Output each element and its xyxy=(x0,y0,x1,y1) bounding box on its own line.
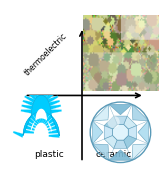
Circle shape xyxy=(107,116,120,128)
Text: ceramic: ceramic xyxy=(95,150,132,160)
Polygon shape xyxy=(138,121,148,144)
Polygon shape xyxy=(41,112,47,123)
Polygon shape xyxy=(36,112,41,123)
Polygon shape xyxy=(137,139,148,144)
Polygon shape xyxy=(42,113,50,123)
Polygon shape xyxy=(30,88,39,98)
Polygon shape xyxy=(25,121,36,128)
Polygon shape xyxy=(27,91,37,100)
Polygon shape xyxy=(23,100,33,106)
Polygon shape xyxy=(127,104,132,116)
Polygon shape xyxy=(44,115,53,125)
Polygon shape xyxy=(113,125,128,140)
Polygon shape xyxy=(45,117,55,126)
Polygon shape xyxy=(23,95,59,136)
Polygon shape xyxy=(31,109,52,132)
Text: σ: σ xyxy=(84,26,92,36)
Text: plastic: plastic xyxy=(34,150,64,160)
Polygon shape xyxy=(24,125,35,131)
Polygon shape xyxy=(109,149,114,160)
Polygon shape xyxy=(27,117,37,126)
Polygon shape xyxy=(24,96,35,103)
Polygon shape xyxy=(41,85,48,96)
Polygon shape xyxy=(132,144,148,160)
Polygon shape xyxy=(132,104,148,121)
Polygon shape xyxy=(49,129,59,134)
Polygon shape xyxy=(93,144,109,160)
Polygon shape xyxy=(30,115,39,124)
Polygon shape xyxy=(127,149,132,160)
Polygon shape xyxy=(13,131,24,138)
Polygon shape xyxy=(93,121,104,125)
Polygon shape xyxy=(109,104,132,115)
Polygon shape xyxy=(35,85,41,96)
Polygon shape xyxy=(21,105,32,110)
Polygon shape xyxy=(104,125,113,139)
Polygon shape xyxy=(50,105,61,110)
Polygon shape xyxy=(46,92,56,100)
Polygon shape xyxy=(23,129,34,134)
Polygon shape xyxy=(47,121,57,128)
Polygon shape xyxy=(124,116,137,129)
Polygon shape xyxy=(109,104,114,116)
Polygon shape xyxy=(93,139,104,144)
Text: metal: metal xyxy=(100,31,126,40)
Polygon shape xyxy=(44,88,53,98)
Polygon shape xyxy=(51,110,62,113)
Polygon shape xyxy=(114,140,127,149)
Text: thermoelectric: thermoelectric xyxy=(23,32,69,78)
Polygon shape xyxy=(124,136,137,149)
Polygon shape xyxy=(39,84,43,95)
Polygon shape xyxy=(104,136,117,149)
Polygon shape xyxy=(137,121,148,125)
Polygon shape xyxy=(109,150,132,160)
Polygon shape xyxy=(104,116,117,129)
Polygon shape xyxy=(49,134,59,138)
Polygon shape xyxy=(49,100,60,106)
Polygon shape xyxy=(93,104,109,121)
Text: κ: κ xyxy=(139,83,145,93)
Polygon shape xyxy=(128,125,137,139)
Polygon shape xyxy=(48,96,58,103)
Polygon shape xyxy=(48,125,59,131)
Polygon shape xyxy=(39,112,43,122)
Polygon shape xyxy=(21,110,32,113)
Polygon shape xyxy=(93,121,103,144)
Polygon shape xyxy=(33,113,40,123)
Polygon shape xyxy=(114,116,127,125)
